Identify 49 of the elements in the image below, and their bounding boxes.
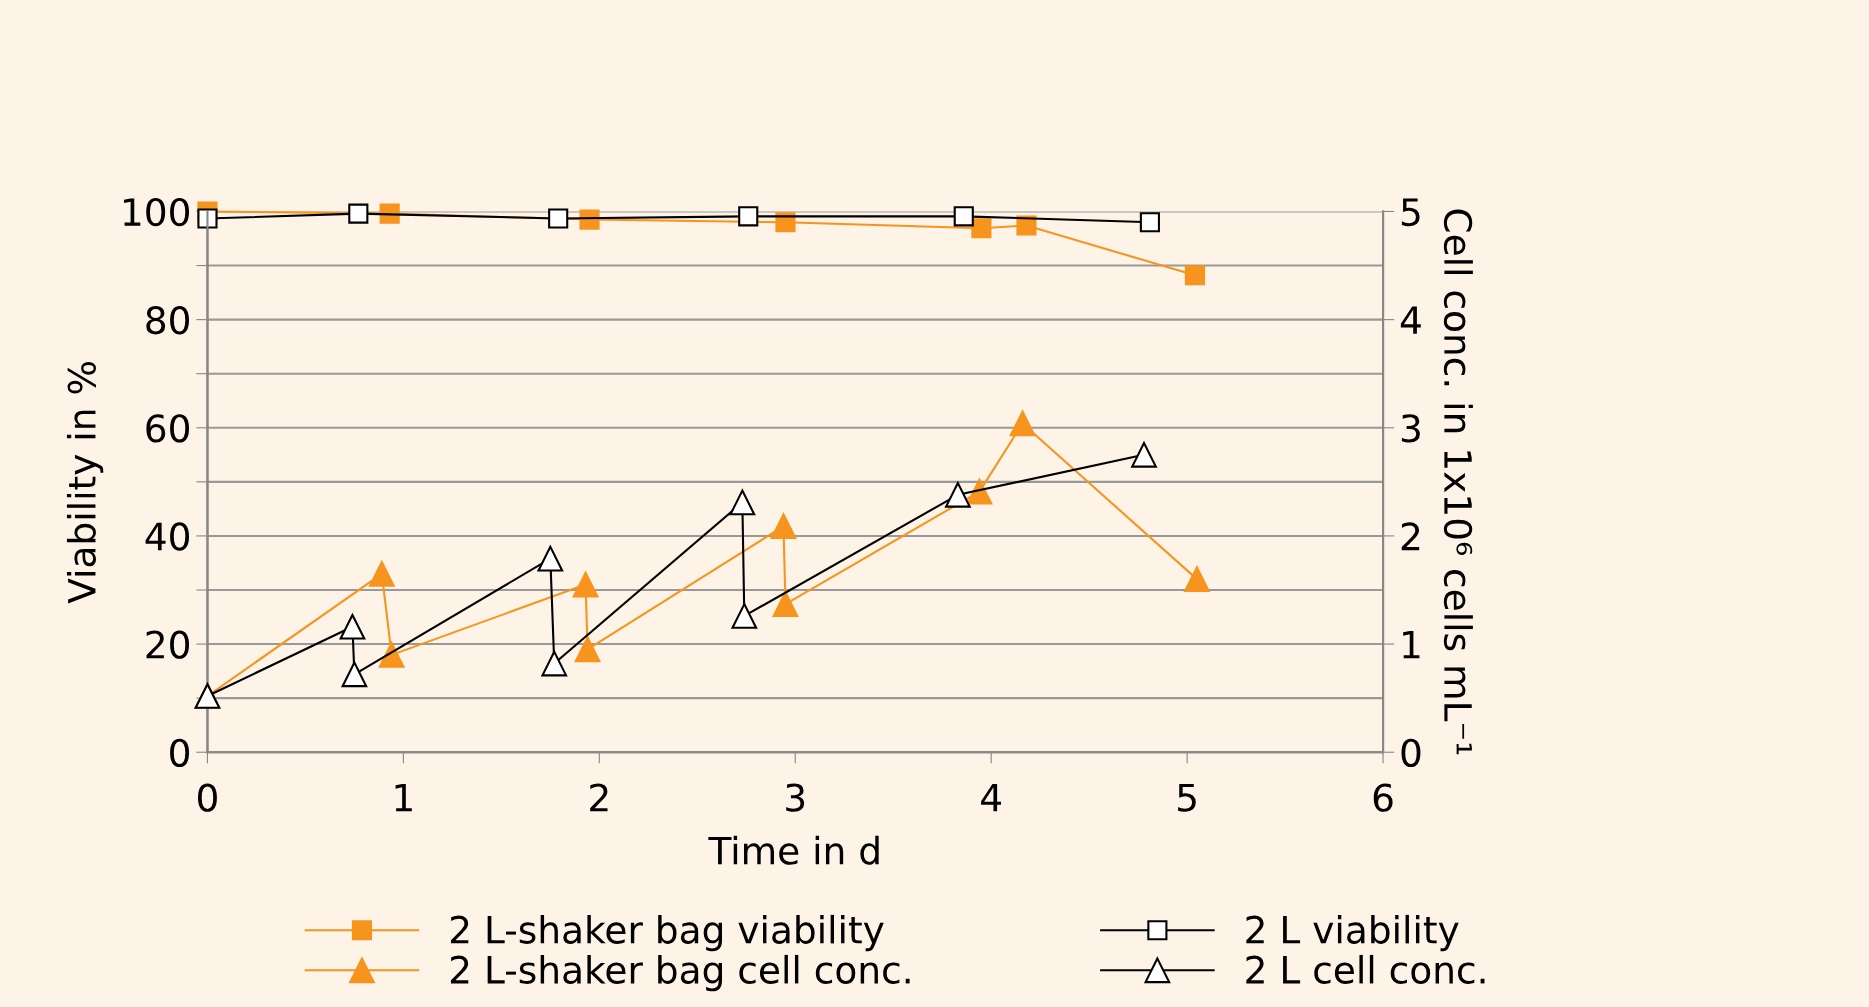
y-tick-label: 80 <box>146 306 189 335</box>
point <box>574 636 601 663</box>
x-tick-label: 0 <box>198 783 217 812</box>
y-tick-label: 20 <box>146 630 189 659</box>
legend-label: 2 L viability <box>1246 914 1459 952</box>
x-axis-title: Time in d <box>708 835 879 865</box>
y-tick-label: 0 <box>170 738 189 768</box>
point <box>339 613 366 640</box>
point <box>770 513 797 540</box>
point <box>378 642 405 668</box>
point <box>1139 212 1160 233</box>
x-tick-label: 1 <box>395 783 412 812</box>
point <box>348 203 369 224</box>
x-tick-label: 2 <box>590 783 608 812</box>
x-tick-label: 5 <box>1178 783 1196 812</box>
y-axis-title: Viability in % <box>66 362 104 604</box>
y2-tick-label: 5 <box>1401 198 1420 227</box>
x-tick-label: 6 <box>1373 783 1393 812</box>
legend-label: 2 L cell conc. <box>1246 954 1485 984</box>
y-tick-label: 40 <box>145 522 189 551</box>
point <box>541 650 568 677</box>
point <box>1131 441 1157 468</box>
x-tick-label: 4 <box>981 783 1002 812</box>
y2-tick-label: 4 <box>1400 306 1421 334</box>
y-tick-label: 60 <box>146 414 189 443</box>
point <box>368 560 395 587</box>
point <box>772 591 799 617</box>
y2-tick-label: 2 <box>1401 522 1420 551</box>
point <box>1184 265 1206 286</box>
point <box>945 481 971 508</box>
point <box>731 603 758 629</box>
point <box>971 218 992 239</box>
legend-label: 2 L-shaker bag viability <box>450 914 884 952</box>
y2-axis-title: Cell conc. in 1x10⁶ cells mL⁻¹ <box>1443 209 1473 755</box>
point <box>572 571 599 598</box>
point <box>953 206 974 227</box>
y2-tick-label: 0 <box>1401 738 1421 768</box>
point <box>729 489 756 516</box>
point <box>548 208 569 229</box>
point <box>738 206 759 227</box>
y-tick-label: 100 <box>124 197 189 227</box>
point <box>537 545 564 572</box>
x-tick-label: 3 <box>786 783 805 812</box>
legend-label: 2 L-shaker bag cell conc. <box>450 954 910 992</box>
point <box>1009 410 1036 437</box>
point <box>341 661 368 688</box>
point <box>1184 566 1210 593</box>
y2-tick-label: 1 <box>1403 630 1420 659</box>
y2-tick-label: 3 <box>1401 414 1420 443</box>
